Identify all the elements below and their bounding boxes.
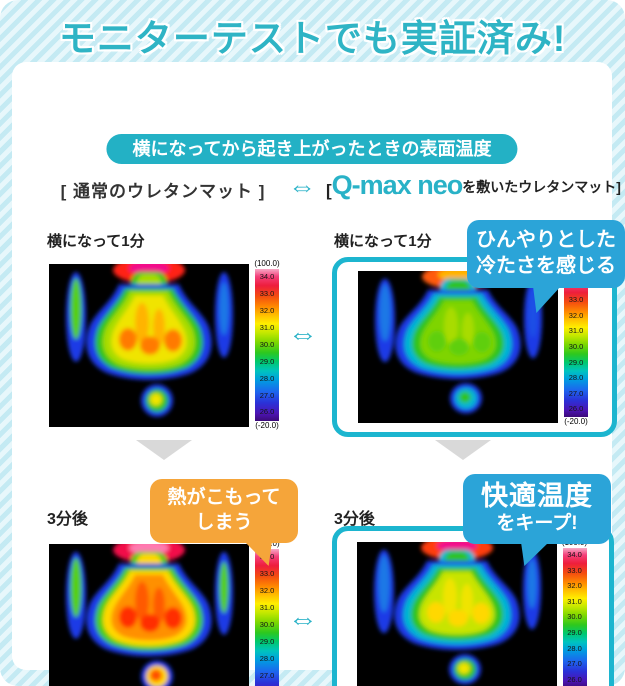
- callout-keep-line2: をキープ!: [496, 513, 578, 534]
- scale-tick-label: 31.0: [568, 326, 584, 336]
- scale-tick-label: 32.0: [567, 581, 582, 591]
- header-normal-mat-label: [ 通常のウレタンマット ]: [60, 182, 266, 201]
- down-arrow-left-icon: [136, 440, 192, 460]
- thermal-image-normal-1min: [49, 264, 249, 427]
- scale-gradient-bar: 34.033.032.031.030.029.028.027.026.0: [255, 549, 279, 686]
- scale-tick-label: 26.0: [568, 404, 584, 414]
- scale-min-label: (-20.0): [255, 421, 279, 430]
- scale-tick-label: 33.0: [568, 295, 584, 305]
- thermal-frame-qmax-3min: (100.0) 34.033.032.031.030.029.028.027.0…: [332, 526, 614, 686]
- temperature-scale: (100.0) 34.033.032.031.030.029.028.027.0…: [560, 538, 590, 686]
- label-normal-3min: 3分後: [47, 511, 88, 528]
- brand-qmax-neo: Q-max neo: [331, 170, 464, 200]
- scale-tick-label: 32.0: [259, 306, 275, 316]
- scale-tick-label: 29.0: [568, 357, 584, 367]
- scale-tick-label: 30.0: [567, 612, 582, 622]
- thermal-image-normal-3min: [49, 544, 249, 686]
- scale-tick-label: 27.0: [259, 670, 275, 680]
- scale-tick-label: 30.0: [259, 339, 275, 349]
- scale-tick-label: 34.0: [567, 550, 582, 560]
- scale-min-label: (-20.0): [564, 417, 588, 426]
- thermal-image-qmax-3min: [356, 541, 557, 686]
- header-qmax-rest: を敷いたウレタンマット]: [462, 179, 621, 195]
- callout-heat-line2: しまう: [195, 512, 253, 533]
- scale-gradient-bar: 34.033.032.031.030.029.028.027.026.0: [564, 277, 588, 417]
- scale-tick-label: 31.0: [259, 603, 275, 613]
- bracket-open: [: [326, 181, 332, 200]
- scale-tick-label: 32.0: [568, 310, 584, 320]
- scale-tick-label: 26.0: [259, 407, 275, 417]
- scale-gradient-bar: 34.0 33.0 32.0 31.0 30.0 29.0 28.0 27.0 26.0: [562, 547, 587, 686]
- content-card: 横になってから起き上がったときの表面温度 [ 通常のウレタンマット ] ⇔ [Q…: [12, 62, 625, 686]
- scale-tick-label: 33.0: [259, 289, 275, 299]
- thermal-image-qmax-1min: [358, 271, 558, 423]
- scale-max-label: (100.0): [254, 259, 280, 268]
- label-qmax-1min: 横になって1分: [334, 233, 432, 250]
- scale-tick-label: 33.0: [567, 565, 582, 575]
- thermal-panel-normal-3min: (100.0) 34.033.032.031.030.029.028.027.0…: [49, 539, 282, 686]
- callout-cool-line2: 冷たさを感じる: [476, 255, 616, 277]
- scale-tick-label: 26.0: [567, 674, 582, 684]
- scale-tick-label: 28.0: [259, 653, 275, 663]
- header-compare-arrow-icon: ⇔: [288, 171, 316, 202]
- callout-heat-trapped: 熱がこもって しまう: [150, 479, 298, 543]
- temperature-scale: (100.0) 34.0 33.0 32.0 31.0 30.0 29.0 28.0 27.0…: [252, 259, 282, 431]
- scale-tick-label: 31.0: [567, 596, 582, 606]
- thermal-panel-normal-1min: (100.0) 34.0 33.0 32.0 31.0 30.0 29.0 28.0 27.0…: [49, 259, 282, 431]
- scale-gradient-bar: 34.0 33.0 32.0 31.0 30.0 29.0 28.0 27.0 26.0: [255, 269, 279, 421]
- compare-arrow-bottom-icon: ⇔: [288, 603, 318, 636]
- subtitle-pill: 横になってから起き上がったときの表面温度: [106, 134, 518, 164]
- compare-arrow-top-icon: ⇔: [288, 318, 318, 351]
- down-arrow-right-icon: [435, 440, 491, 460]
- page-title: モニターテストでも実証済み!: [58, 18, 567, 59]
- scale-tick-label: 33.0: [259, 569, 275, 579]
- scale-tick-label: 29.0: [567, 628, 582, 637]
- scale-tick-label: 28.0: [259, 373, 275, 383]
- scale-tick-label: 27.0: [567, 659, 582, 669]
- callout-heat-line1: 熱がこもって: [167, 487, 281, 508]
- label-qmax-3min: 3分後: [334, 511, 375, 528]
- callout-keep-line1: 快適温度: [481, 481, 593, 511]
- header-qmax-mat-label: [Q-max neoを敷いたウレタンマット]: [326, 170, 625, 201]
- scale-tick-label: 34.0: [259, 272, 275, 282]
- scale-tick-label: 30.0: [259, 619, 275, 629]
- temperature-scale: (100.0) 34.033.032.031.030.029.028.027.0…: [561, 267, 591, 427]
- temperature-scale: (100.0) 34.033.032.031.030.029.028.027.0…: [252, 539, 282, 686]
- thermal-panel-qmax-3min: (100.0) 34.033.032.031.030.029.028.027.0…: [356, 538, 590, 686]
- thermal-panel-qmax-1min: (100.0) 34.033.032.031.030.029.028.027.0…: [358, 267, 591, 427]
- label-normal-1min: 横になって1分: [47, 233, 145, 250]
- callout-cool-line1: ひんやりとした: [476, 229, 616, 251]
- scale-tick-label: 29.0: [259, 636, 275, 646]
- scale-tick-label: 28.0: [568, 373, 584, 383]
- scale-tick-label: 32.0: [259, 586, 275, 596]
- scale-tick-label: 30.0: [568, 341, 584, 351]
- scale-tick-label: 29.0: [259, 356, 275, 366]
- scale-tick-label: 28.0: [567, 643, 582, 653]
- scale-tick-label: 27.0: [568, 388, 584, 398]
- callout-keep-comfort: 快適温度 をキープ!: [463, 474, 611, 544]
- scale-tick-label: 27.0: [259, 390, 275, 400]
- callout-cool-feeling: ひんやりとした 冷たさを感じる: [467, 220, 625, 288]
- scale-tick-label: 31.0: [259, 323, 275, 333]
